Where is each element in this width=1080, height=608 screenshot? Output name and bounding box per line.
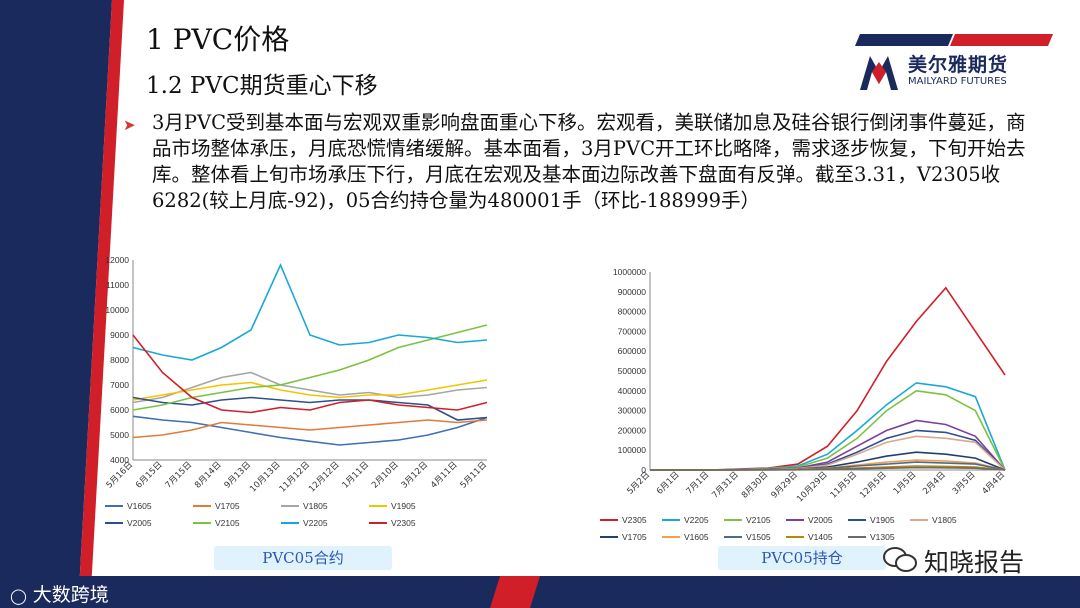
y-tick-label: 300000 (618, 406, 647, 416)
x-tick-label: 12月12日 (307, 460, 341, 494)
x-tick-label: 4月11日 (429, 460, 460, 491)
series-line-V2105 (650, 389, 1006, 471)
x-tick-label: 3月5日 (951, 470, 978, 497)
chart-pvc05-open-interest: 0 100000 200000 300000 400000 500000 600000 700… (600, 267, 1007, 542)
x-tick-label: 2月10日 (370, 460, 401, 491)
logo-stripe (855, 34, 1053, 46)
x-tick-label: 6月1日 (655, 470, 682, 497)
body-paragraph: 3月PVC受到基本面与宏观双重影响盘面重心下移。宏观看，美联储加息及硅谷银行倒闭… (152, 111, 1026, 212)
legend-label: V1905 (870, 515, 895, 525)
x-tick-label: 4月4日 (980, 470, 1007, 497)
legend-label: V2105 (215, 518, 240, 528)
y-tick-label: 400000 (618, 386, 647, 396)
series-line-V1305 (650, 466, 1006, 471)
legend-label: V2305 (622, 515, 647, 525)
y-tick-label: 600000 (618, 346, 647, 356)
series-line-V1805 (132, 371, 488, 404)
legend-label: V1405 (808, 532, 833, 542)
source-label-text: 大数跨境 (32, 584, 109, 606)
legend-label: V1605 (684, 532, 709, 542)
series-line-V2205 (132, 263, 488, 361)
watermark: 知晓报告 (883, 543, 1025, 579)
y-tick-label: 900000 (618, 287, 647, 297)
logo-mark-icon (860, 56, 898, 90)
chart-pvc05-contract: 4000 5000 6000 7000 8000 9000 10000 11000 12000 5… (105, 255, 490, 528)
y-tick-label: 0 (641, 465, 646, 475)
x-tick-label: 11月12日 (278, 460, 312, 494)
x-tick-label: 5月11日 (459, 460, 490, 491)
x-tick-label: 8月14日 (193, 460, 224, 491)
y-tick-label: 800000 (618, 307, 647, 317)
legend-label: V2105 (746, 515, 771, 525)
y-tick-label: 200000 (618, 425, 647, 435)
y-tick-label: 5000 (110, 430, 129, 440)
series-line-V2305 (650, 286, 1006, 471)
legend-label: V2305 (391, 518, 416, 528)
source-label: ◯ 大数跨境 (10, 580, 109, 607)
series-line-V2005 (132, 396, 488, 421)
x-tick-label: 7月15日 (164, 460, 195, 491)
caption-chart2: PVC05持仓 (718, 546, 886, 570)
y-tick-label: 1000000 (613, 267, 646, 277)
y-tick-label: 7000 (110, 380, 129, 390)
legend-label: V2005 (127, 518, 152, 528)
x-tick-label: 8月30日 (740, 470, 771, 501)
series-line-V1705 (132, 419, 488, 439)
page-title: 1 PVC价格 (146, 23, 290, 56)
wechat-icon (883, 547, 917, 572)
x-tick-label: 10月29日 (795, 470, 829, 504)
x-tick-label: 2月4日 (921, 470, 948, 497)
legend-label: V1705 (622, 532, 647, 542)
x-tick-label: 5月2日 (625, 470, 652, 497)
x-tick-label: 10月13日 (248, 460, 282, 494)
legend-label: V2205 (303, 518, 328, 528)
y-tick-label: 12000 (105, 255, 129, 265)
legend-label: V1705 (215, 501, 240, 511)
y-tick-label: 8000 (110, 355, 129, 365)
y-tick-label: 100000 (618, 445, 647, 455)
x-tick-label: 12月5日 (858, 470, 889, 501)
series-line-V1605 (132, 415, 488, 446)
company-logo: 美尔雅期货 MAILYARD FUTURES (850, 34, 1055, 96)
y-tick-label: 9000 (110, 330, 129, 340)
series-line-V1905 (132, 379, 488, 401)
x-tick-label: 3月12日 (400, 460, 431, 491)
legend-label: V1305 (870, 532, 895, 542)
x-tick-label: 7月31日 (710, 470, 741, 501)
left-decor-bar (0, 0, 124, 608)
series-line-V2305 (132, 334, 488, 414)
y-tick-label: 6000 (110, 405, 129, 415)
logo-name-en: MAILYARD FUTURES (908, 76, 1007, 87)
y-tick-label: 700000 (618, 326, 647, 336)
page-subtitle: 1.2 PVC期货重心下移 (146, 73, 378, 99)
legend-label: V1905 (391, 501, 416, 511)
x-tick-label: 7月1日 (685, 470, 712, 497)
bottom-decor-bar (0, 576, 1080, 608)
y-tick-label: 10000 (105, 305, 129, 315)
x-tick-label: 1月11日 (341, 460, 372, 491)
legend-label: V2005 (808, 515, 833, 525)
x-tick-label: 6月15日 (134, 460, 165, 491)
source-icon: ◯ (10, 587, 27, 605)
series-line-V1805 (650, 435, 1006, 471)
legend-label: V2205 (684, 515, 709, 525)
legend-label: V1805 (932, 515, 957, 525)
legend-label: V1605 (127, 501, 152, 511)
watermark-text: 知晓报告 (924, 548, 1025, 577)
legend-label: V1805 (303, 501, 328, 511)
y-tick-label: 500000 (618, 366, 647, 376)
bullet-arrow-icon: ➤ (123, 116, 136, 134)
caption-chart1: PVC05合约 (214, 546, 392, 570)
legend-label: V1505 (746, 532, 771, 542)
x-tick-label: 1月5日 (892, 470, 919, 497)
x-tick-label: 11月5日 (829, 470, 860, 501)
logo-name-cn: 美尔雅期货 (908, 54, 1009, 76)
y-tick-label: 4000 (110, 455, 129, 465)
y-tick-label: 11000 (106, 280, 129, 290)
